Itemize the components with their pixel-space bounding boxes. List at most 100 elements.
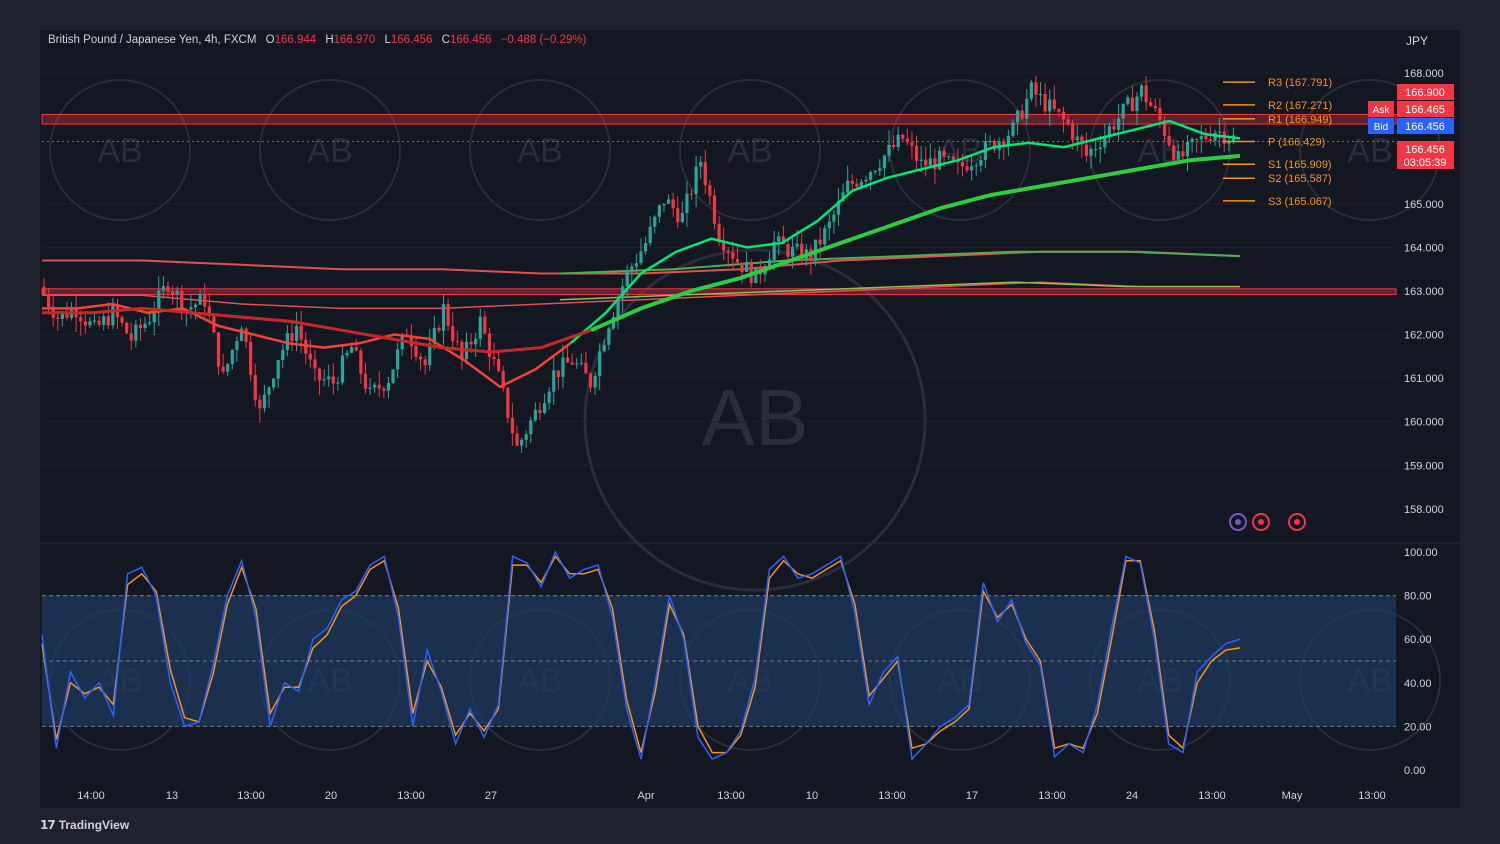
x-tick-label: 13:00 bbox=[878, 790, 906, 802]
ma-long-green bbox=[559, 250, 1241, 275]
candle-body bbox=[703, 161, 707, 186]
candle-body bbox=[221, 366, 225, 372]
price-tag-label-bg bbox=[1368, 118, 1394, 134]
candle-body bbox=[501, 370, 505, 388]
candle-body bbox=[120, 317, 124, 323]
candle-body bbox=[1199, 136, 1203, 140]
candle-body bbox=[1089, 149, 1093, 156]
candle-body bbox=[317, 368, 322, 381]
y-tick-label: 163.000 bbox=[1404, 286, 1444, 298]
candle-body bbox=[777, 236, 781, 242]
candle-body bbox=[1149, 102, 1153, 106]
price-tag-value: 166.456 bbox=[1405, 144, 1445, 156]
candle-body bbox=[138, 324, 143, 329]
pivot-label: S2 (165.587) bbox=[1268, 173, 1332, 185]
candle-body bbox=[1025, 98, 1029, 119]
candle-body bbox=[630, 266, 634, 271]
candle-body bbox=[336, 382, 340, 384]
candle-body bbox=[827, 221, 831, 229]
candle-body bbox=[386, 383, 391, 391]
candle-body bbox=[570, 362, 574, 365]
candle-body bbox=[542, 403, 547, 413]
candle-body bbox=[161, 286, 165, 291]
candle-body bbox=[272, 378, 276, 388]
candle-body bbox=[216, 332, 221, 367]
candle-body bbox=[722, 242, 726, 251]
ema-slow-green bbox=[590, 153, 1241, 333]
y-tick-label: 168.000 bbox=[1404, 68, 1444, 80]
candle-body bbox=[1066, 119, 1070, 125]
watermark-seal bbox=[679, 79, 821, 221]
price-tag-label: Bid bbox=[1374, 122, 1388, 133]
candle-body bbox=[689, 193, 694, 195]
candle-body bbox=[1139, 85, 1144, 97]
candle-body bbox=[745, 261, 749, 272]
candle-body bbox=[1167, 136, 1171, 146]
candle-body bbox=[643, 243, 648, 252]
price-tag-value: 166.456 bbox=[1405, 121, 1445, 133]
tradingview-branding[interactable]: 𝟭𝟳 TradingView bbox=[40, 818, 129, 832]
symbol-name[interactable]: British Pound / Japanese Yen, 4h, FXCM bbox=[48, 34, 257, 46]
candle-body bbox=[1038, 94, 1043, 96]
candle-body bbox=[483, 316, 487, 334]
close-label: C bbox=[441, 34, 450, 46]
price-tag-bg bbox=[1397, 101, 1454, 117]
candle-body bbox=[965, 166, 969, 171]
high-label: H bbox=[325, 34, 334, 46]
candle-body bbox=[937, 150, 942, 170]
x-tick-label: 27 bbox=[485, 790, 497, 802]
candle-body bbox=[731, 252, 735, 260]
candle-body bbox=[359, 350, 363, 374]
candle-body bbox=[561, 357, 565, 378]
resistance-zone bbox=[41, 113, 1397, 125]
candle-body bbox=[249, 341, 253, 375]
x-tick-label: 14:00 bbox=[77, 790, 105, 802]
candle-body bbox=[726, 250, 730, 253]
candle-body bbox=[754, 268, 758, 283]
candle-body bbox=[818, 239, 822, 245]
candle-body bbox=[556, 370, 560, 378]
candle-body bbox=[1057, 108, 1061, 112]
stoch-tick-label: 40.00 bbox=[1404, 678, 1432, 690]
watermark-text: AB bbox=[1347, 132, 1392, 170]
candle-body bbox=[786, 244, 790, 257]
candle-body bbox=[740, 262, 744, 272]
candle-body bbox=[607, 328, 611, 345]
candle-body bbox=[988, 140, 992, 142]
candle-body bbox=[446, 304, 450, 326]
candle-body bbox=[148, 322, 152, 324]
candle-body bbox=[676, 208, 680, 222]
candle-body bbox=[648, 226, 652, 244]
y-tick-label: 165.000 bbox=[1404, 199, 1444, 211]
candle-body bbox=[1080, 136, 1084, 145]
y-tick-label: 160.000 bbox=[1404, 417, 1444, 429]
watermark-text: AB bbox=[517, 132, 562, 170]
candle-body bbox=[226, 364, 230, 372]
candle-body bbox=[859, 181, 864, 187]
price-tag-countdown: 03:05:39 bbox=[1404, 157, 1447, 169]
candle-body bbox=[533, 409, 537, 421]
candle-body bbox=[772, 241, 776, 260]
x-tick-label: 13:00 bbox=[237, 790, 265, 802]
candle-body bbox=[1011, 122, 1015, 136]
candle-body bbox=[712, 195, 717, 224]
candle-body bbox=[960, 162, 965, 167]
candle-body bbox=[781, 236, 785, 245]
price-tag-label: Ask bbox=[1373, 105, 1391, 116]
candle-body bbox=[432, 327, 436, 344]
candle-body bbox=[170, 291, 175, 295]
price-tag-bg bbox=[1397, 141, 1454, 169]
candle-body bbox=[125, 322, 129, 334]
target-icon-dot bbox=[1258, 519, 1264, 525]
y-tick-label: 158.000 bbox=[1404, 504, 1444, 516]
candle-body bbox=[193, 304, 198, 308]
candle-body bbox=[841, 192, 845, 202]
candle-body bbox=[1117, 118, 1121, 130]
candle-body bbox=[1107, 126, 1112, 136]
low-label: L bbox=[384, 34, 391, 46]
candle-body bbox=[304, 339, 308, 354]
candle-body bbox=[887, 144, 891, 156]
candle-body bbox=[267, 387, 271, 395]
candle-body bbox=[354, 347, 358, 351]
